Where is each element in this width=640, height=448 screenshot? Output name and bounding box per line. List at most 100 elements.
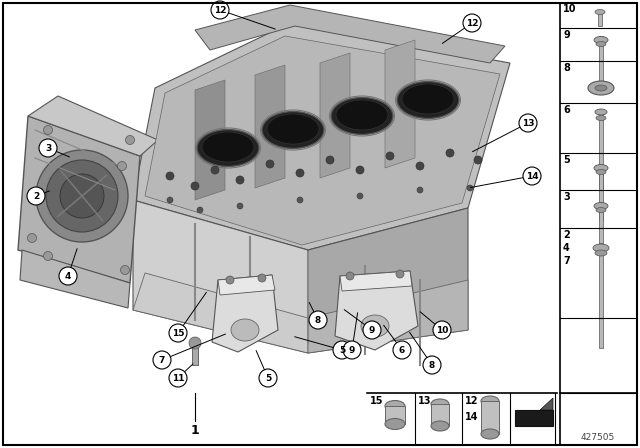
- Polygon shape: [218, 275, 275, 295]
- Text: 15: 15: [172, 328, 184, 337]
- Text: 8: 8: [315, 315, 321, 324]
- Circle shape: [296, 169, 304, 177]
- Circle shape: [519, 114, 537, 132]
- Ellipse shape: [596, 116, 606, 121]
- Circle shape: [211, 1, 229, 19]
- Polygon shape: [385, 40, 415, 168]
- Bar: [598, 10, 602, 26]
- Text: 427505: 427505: [581, 433, 615, 442]
- Ellipse shape: [596, 169, 606, 175]
- Polygon shape: [133, 273, 308, 353]
- Circle shape: [118, 161, 127, 171]
- Circle shape: [169, 324, 187, 342]
- Text: 2: 2: [563, 230, 570, 240]
- Polygon shape: [28, 96, 158, 156]
- Circle shape: [363, 321, 381, 339]
- Circle shape: [416, 162, 424, 170]
- Circle shape: [346, 272, 354, 280]
- Ellipse shape: [593, 244, 609, 252]
- Bar: [192, 343, 198, 365]
- Ellipse shape: [594, 36, 608, 43]
- Ellipse shape: [267, 114, 319, 144]
- Ellipse shape: [588, 81, 614, 95]
- Text: 14: 14: [525, 172, 538, 181]
- Ellipse shape: [385, 418, 405, 430]
- Bar: [385, 406, 405, 424]
- Circle shape: [467, 185, 473, 191]
- Text: 12: 12: [466, 18, 478, 27]
- Circle shape: [446, 149, 454, 157]
- Polygon shape: [308, 208, 468, 353]
- Circle shape: [167, 197, 173, 203]
- Bar: [431, 404, 449, 426]
- Text: 9: 9: [369, 326, 375, 335]
- Text: 13: 13: [418, 396, 431, 406]
- Ellipse shape: [385, 401, 405, 412]
- Circle shape: [333, 341, 351, 359]
- Text: 4: 4: [563, 243, 570, 253]
- Text: 8: 8: [563, 63, 570, 73]
- Circle shape: [153, 351, 171, 369]
- Circle shape: [463, 14, 481, 32]
- Circle shape: [258, 274, 266, 282]
- Text: 12: 12: [214, 5, 227, 14]
- Ellipse shape: [431, 399, 449, 409]
- Ellipse shape: [596, 207, 606, 212]
- Circle shape: [191, 182, 199, 190]
- Text: 10: 10: [436, 326, 448, 335]
- Circle shape: [197, 207, 203, 213]
- Ellipse shape: [594, 202, 608, 210]
- Polygon shape: [320, 53, 350, 178]
- Circle shape: [423, 356, 441, 374]
- Polygon shape: [340, 271, 412, 291]
- Circle shape: [393, 341, 411, 359]
- Polygon shape: [133, 200, 308, 353]
- Circle shape: [166, 172, 174, 180]
- Circle shape: [60, 174, 104, 218]
- Circle shape: [357, 193, 363, 199]
- Text: 3: 3: [563, 192, 570, 202]
- Circle shape: [44, 251, 52, 260]
- Text: 11: 11: [172, 374, 184, 383]
- Bar: [599, 36, 603, 88]
- Circle shape: [343, 341, 361, 359]
- Bar: [599, 202, 603, 250]
- Circle shape: [417, 187, 423, 193]
- Circle shape: [396, 270, 404, 278]
- Circle shape: [27, 187, 45, 205]
- Ellipse shape: [594, 164, 608, 172]
- Text: 8: 8: [429, 361, 435, 370]
- Bar: [599, 110, 603, 188]
- Text: 7: 7: [159, 356, 165, 365]
- Polygon shape: [195, 80, 225, 200]
- Text: 7: 7: [563, 256, 570, 266]
- Ellipse shape: [595, 250, 607, 256]
- Ellipse shape: [481, 396, 499, 406]
- Circle shape: [523, 167, 541, 185]
- Circle shape: [120, 266, 129, 275]
- Circle shape: [236, 176, 244, 184]
- Polygon shape: [20, 250, 130, 308]
- Ellipse shape: [397, 82, 459, 119]
- Circle shape: [326, 156, 334, 164]
- Bar: [599, 165, 603, 220]
- Circle shape: [259, 369, 277, 387]
- Ellipse shape: [331, 98, 393, 134]
- Ellipse shape: [595, 9, 605, 14]
- Circle shape: [36, 150, 128, 242]
- Circle shape: [189, 337, 201, 349]
- Text: 15: 15: [370, 396, 383, 406]
- Text: 4: 4: [65, 271, 71, 280]
- Polygon shape: [540, 398, 553, 410]
- Text: 13: 13: [522, 119, 534, 128]
- Polygon shape: [515, 410, 553, 426]
- Text: 2: 2: [33, 191, 39, 201]
- Text: 1: 1: [191, 423, 200, 436]
- Ellipse shape: [596, 42, 606, 47]
- Polygon shape: [308, 280, 468, 353]
- Ellipse shape: [336, 100, 388, 130]
- Circle shape: [433, 321, 451, 339]
- Text: 9: 9: [349, 345, 355, 354]
- Polygon shape: [145, 36, 500, 245]
- Polygon shape: [212, 275, 278, 352]
